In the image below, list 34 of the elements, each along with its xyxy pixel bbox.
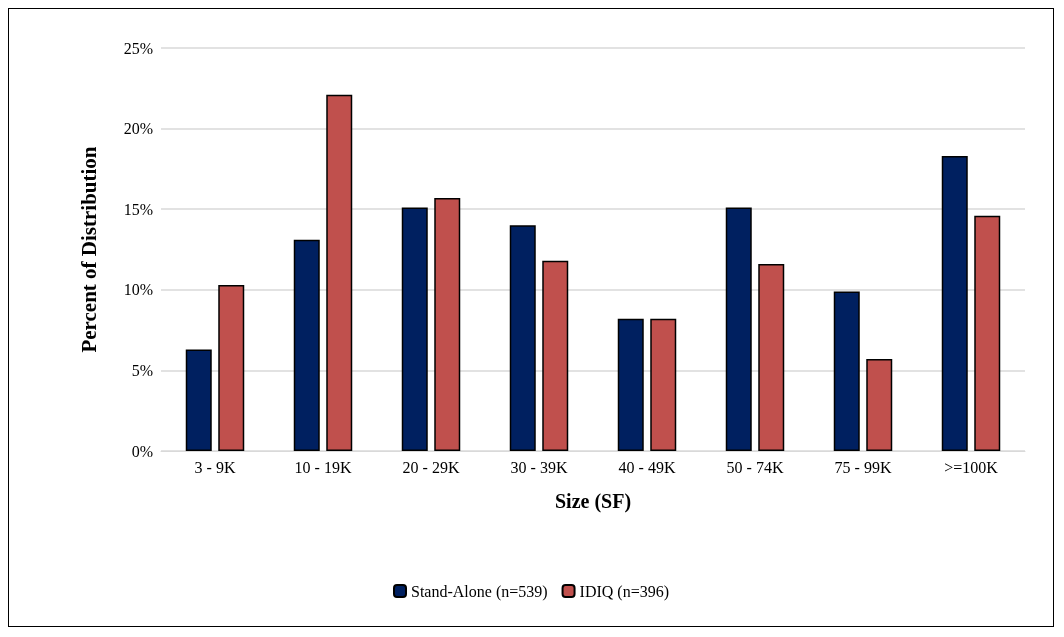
x-tick-label: 75 - 99K: [834, 458, 892, 476]
y-axis-title: Percent of Distribution: [76, 146, 101, 353]
bar: [617, 318, 644, 451]
bar: [218, 284, 245, 451]
y-tick-label: 5%: [131, 361, 153, 379]
y-tick-label: 10%: [123, 281, 153, 299]
y-tick-label: 25%: [123, 39, 153, 57]
legend-label: IDIQ (n=396): [579, 582, 670, 601]
bar: [434, 197, 461, 451]
y-tick-label: 15%: [123, 200, 153, 218]
x-tick-label: 20 - 29K: [402, 458, 460, 476]
x-tick-label: 50 - 74K: [726, 458, 784, 476]
bar: [326, 94, 353, 451]
y-tick-label: 0%: [131, 442, 153, 460]
bar: [833, 291, 860, 451]
x-axis-title: Size (SF): [554, 490, 632, 513]
y-tick-label: 20%: [123, 120, 153, 138]
bar: [185, 349, 212, 451]
bar: [941, 156, 968, 451]
bar: [509, 225, 536, 451]
bar: [293, 239, 320, 451]
bar: [974, 215, 1001, 451]
bar: [650, 318, 677, 451]
x-tick-label: 30 - 39K: [510, 458, 568, 476]
x-tick-label: 3 - 9K: [194, 458, 236, 476]
bar: [758, 264, 785, 451]
bar: [866, 359, 893, 451]
x-tick-label: 10 - 19K: [294, 458, 352, 476]
bar: [401, 207, 428, 451]
x-tick-label: >=100K: [944, 458, 999, 476]
bar: [725, 207, 752, 451]
legend-label: Stand-Alone (n=539): [411, 582, 548, 601]
bar: [542, 260, 569, 451]
x-tick-label: 40 - 49K: [618, 458, 676, 476]
